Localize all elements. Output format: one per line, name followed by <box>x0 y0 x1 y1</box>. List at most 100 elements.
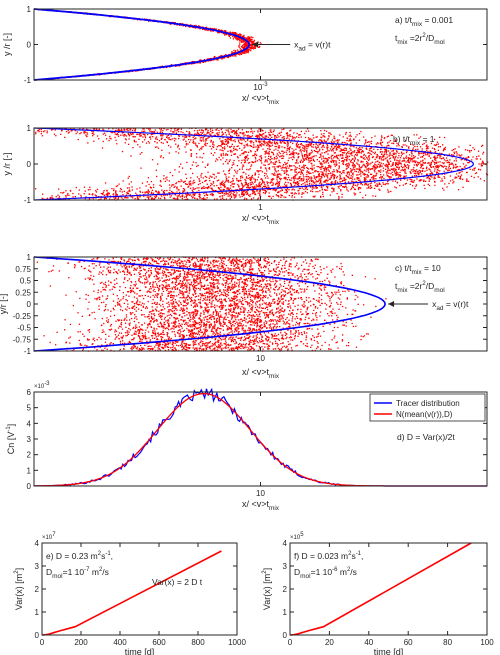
panel-b-point <box>342 136 344 138</box>
panel-b-point <box>349 149 351 151</box>
panel-b-point <box>234 131 236 133</box>
panel-b-point <box>247 183 249 185</box>
panel-b-point <box>417 157 419 159</box>
panel-b-point <box>351 180 353 182</box>
panel-b-point <box>294 137 296 139</box>
panel-b-point <box>315 170 317 172</box>
panel-b-point <box>289 154 291 156</box>
panel-b-point <box>334 152 336 154</box>
panel-b-point <box>178 134 180 137</box>
panel-b-point <box>315 191 317 193</box>
panel-b-point <box>321 146 323 149</box>
panel-b-point <box>254 178 256 181</box>
panel-b-point <box>358 167 360 169</box>
panel-b-point <box>397 157 399 159</box>
panel-b-point <box>413 160 415 162</box>
panel-b-point <box>370 162 372 164</box>
panel-b-point <box>50 197 52 199</box>
panel-b-point <box>154 129 157 131</box>
panel-b-point <box>332 189 335 191</box>
panel-b-point <box>478 168 480 170</box>
panel-b-point <box>198 134 200 136</box>
panel-a-point <box>198 25 200 27</box>
panel-b-point <box>210 182 212 185</box>
panel-b-point <box>116 194 118 196</box>
panel-b-point <box>319 176 321 178</box>
panel-b-point <box>254 174 256 176</box>
panel-b-point <box>301 187 303 189</box>
panel-b-point <box>178 148 181 150</box>
panel-b-point <box>449 167 451 170</box>
panel-a-point <box>249 40 251 42</box>
panel-b-point <box>274 136 276 138</box>
panel-b-point <box>250 179 252 181</box>
panel-b-point <box>269 142 272 144</box>
panel-a-point <box>241 35 244 37</box>
panel-b-point <box>330 161 332 163</box>
panel-b-point <box>276 183 279 185</box>
panel-b-point <box>356 174 358 176</box>
panel-b-point <box>294 171 296 173</box>
panel-b-point <box>456 154 458 156</box>
panel-b-point <box>264 159 267 162</box>
panel-b-point <box>373 175 375 177</box>
panel-b-point <box>423 162 425 164</box>
panel-b-point <box>199 149 201 151</box>
panel-b-point <box>242 185 244 187</box>
panel-b-point <box>444 183 446 185</box>
panel-b-point <box>225 193 227 195</box>
panel-b-point <box>168 152 170 154</box>
panel-b-point <box>434 157 436 159</box>
panel-b-point <box>436 172 438 174</box>
panel-b-point <box>274 169 276 171</box>
panel-b-point <box>389 140 392 142</box>
panel-b-point <box>369 152 371 155</box>
panel-a-point <box>254 47 256 49</box>
panel-b-point <box>85 134 87 136</box>
panel-b-point <box>253 130 255 133</box>
panel-b-point <box>291 152 293 154</box>
panel-b-point <box>478 163 480 165</box>
panel-b-point <box>327 162 330 164</box>
panel-b-point <box>299 187 301 190</box>
panel-b-point <box>236 172 238 174</box>
panel-b-point <box>381 176 383 178</box>
panel-b-point <box>351 187 353 189</box>
panel-b-point <box>406 145 408 147</box>
panel-b-point <box>274 142 276 145</box>
panel-b-point <box>225 129 227 131</box>
panel-b-point <box>326 144 329 147</box>
panel-b-point <box>442 144 444 146</box>
panel-b-point <box>316 165 318 168</box>
panel-b-point <box>293 196 296 198</box>
panel-b-point <box>474 167 476 169</box>
panel-b-point <box>290 129 292 131</box>
panel-b-point <box>448 169 450 171</box>
panel-b-point <box>324 136 326 138</box>
panel-b-point <box>235 190 237 192</box>
panel-b-point <box>275 155 277 157</box>
panel-b-point <box>236 156 239 158</box>
panel-b-point <box>373 163 376 165</box>
panel-b-point <box>102 133 104 135</box>
panel-b-point <box>370 140 373 142</box>
panel-b-point <box>212 143 214 145</box>
panel-b-point <box>114 197 116 200</box>
panel-b-point <box>194 188 196 190</box>
panel-b-point <box>261 180 264 182</box>
panel-b-point <box>441 157 443 160</box>
panel-b-point <box>349 138 351 140</box>
panel-b-point <box>245 130 248 133</box>
panel-b-point <box>296 142 298 144</box>
panel-b-point <box>201 186 203 189</box>
panel-b-point <box>312 172 314 174</box>
panel-b-point <box>276 176 278 178</box>
panel-a-point <box>239 54 241 56</box>
panel-a-point <box>259 45 261 47</box>
panel-b-point <box>466 157 468 159</box>
panel-b-point <box>263 181 265 183</box>
panel-b-point <box>264 172 266 174</box>
panel-b-point <box>183 196 185 198</box>
panel-b-point <box>106 189 108 192</box>
panel-b-point <box>307 128 309 130</box>
